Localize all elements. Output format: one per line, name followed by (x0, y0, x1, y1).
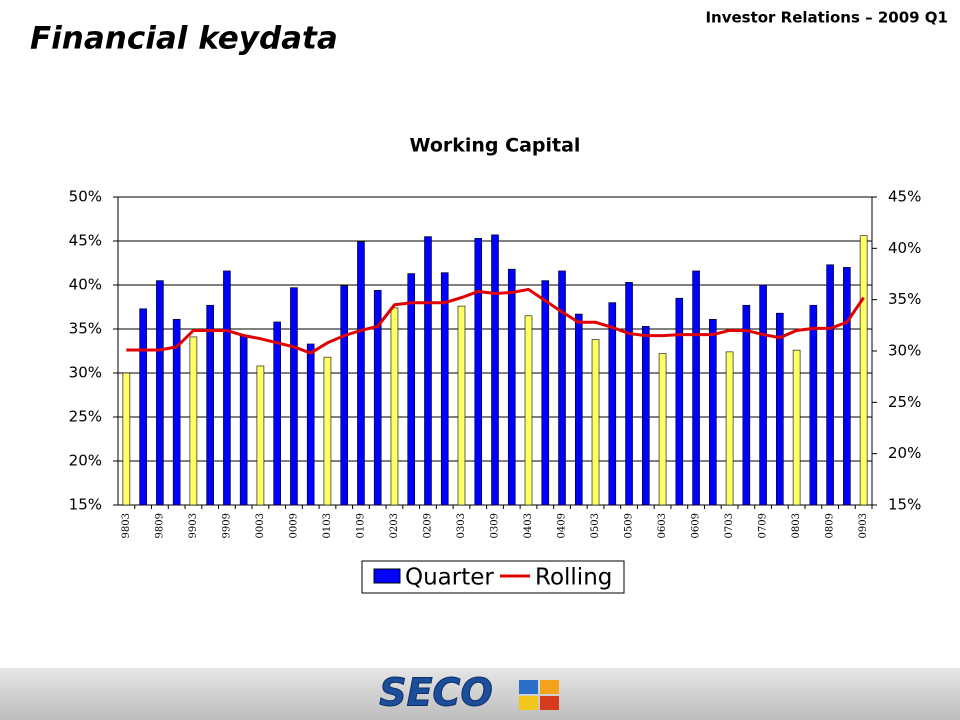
bar (792, 349, 801, 506)
chart: 15% 20% 25% 30% 35% 40% 45% 50% 15% 20% 25% 30% 35% 4… (69, 188, 921, 594)
footer-logo: SECO (379, 671, 493, 715)
bar (692, 270, 700, 506)
x-tick-label: 0709 (758, 513, 769, 538)
y-tick-label: 25% (69, 408, 102, 426)
line (126, 287, 865, 355)
bar (256, 365, 265, 506)
bar (574, 313, 583, 506)
bar (524, 315, 533, 506)
bar (373, 289, 382, 506)
y2-tick-label: 25% (888, 393, 921, 411)
x-tick-label: 0803 (791, 513, 802, 538)
bar (859, 235, 868, 506)
bar (809, 304, 818, 506)
x-tick-label: 0609 (691, 513, 702, 538)
x-tick-label: 0309 (490, 513, 501, 538)
bar (558, 270, 566, 506)
y2-tick-label: 35% (888, 290, 921, 308)
bar (189, 336, 198, 506)
y2-tick-label: 20% (888, 444, 921, 462)
x-tick-label: 0403 (523, 513, 534, 538)
bar (641, 326, 650, 506)
bar (457, 305, 466, 506)
bar (323, 356, 332, 506)
bar (440, 272, 449, 506)
bar (156, 280, 164, 506)
bar (172, 319, 181, 506)
y-tick-label: 50% (69, 188, 102, 206)
y-tick-label: 15% (69, 496, 102, 514)
x-tick-label: 9803 (121, 513, 132, 538)
bar (725, 351, 734, 506)
x-tick-label: 0209 (422, 513, 433, 538)
x-tick-label: 9909 (221, 513, 232, 538)
bar (826, 264, 834, 506)
bar (273, 321, 281, 506)
bar (742, 304, 751, 506)
bar (290, 287, 298, 506)
x-tick-label: 0603 (657, 513, 668, 538)
footer-band (0, 668, 960, 720)
chart-title: Working Capital (410, 135, 581, 157)
y-tick-label: 20% (69, 452, 102, 470)
y2-tick-label: 40% (888, 239, 921, 257)
bar (139, 308, 147, 506)
bar (675, 297, 684, 506)
y-tick-label: 40% (69, 276, 102, 294)
x-tick-label: 0503 (590, 513, 601, 538)
page-title: Financial keydata (30, 21, 338, 57)
bar (541, 280, 550, 506)
bar (591, 339, 600, 506)
bar (357, 241, 365, 506)
bar (658, 353, 667, 506)
bar (759, 284, 767, 506)
bar (776, 312, 784, 506)
bar (239, 334, 248, 506)
y2-tick-label: 45% (888, 188, 921, 206)
bar (491, 234, 499, 506)
bar (390, 307, 399, 506)
x-tick-label: 0103 (322, 513, 333, 538)
bar (122, 372, 131, 506)
x-tick-label: 0703 (724, 513, 735, 538)
y-tick-label: 35% (69, 320, 102, 338)
bar (206, 304, 214, 506)
y2-tick-label: 30% (888, 342, 921, 360)
x-tick-label: 0203 (389, 513, 400, 538)
bar (608, 302, 617, 506)
legend: Quarter Rolling (361, 560, 625, 594)
x-tick-label: 0809 (825, 513, 836, 538)
logo-mark (519, 680, 559, 710)
bar (424, 236, 432, 506)
x-tick-label: 0009 (288, 513, 299, 538)
bar (474, 238, 483, 506)
bar (843, 267, 851, 506)
bar (625, 282, 633, 506)
y2-tick-label: 15% (888, 496, 921, 514)
legend-label: Rolling (535, 565, 612, 591)
x-tick-label: 0509 (624, 513, 635, 538)
x-tick-label: 0003 (255, 513, 266, 538)
y-tick-label: 45% (69, 232, 102, 250)
bar (223, 270, 231, 506)
legend-swatch (373, 568, 401, 584)
legend-box (361, 560, 625, 594)
bar (507, 268, 516, 506)
y-tick-label: 30% (69, 364, 102, 382)
legend-label: Quarter (405, 565, 494, 591)
bar (306, 343, 315, 506)
x-tick-label: 0109 (355, 513, 366, 538)
page-subtitle: Investor Relations – 2009 Q1 (705, 9, 948, 27)
x-tick-label: 0409 (557, 513, 568, 538)
x-tick-label: 9809 (154, 513, 165, 538)
bar (407, 273, 416, 506)
x-tick-label: 0903 (858, 513, 869, 538)
x-tick-label: 0303 (456, 513, 467, 538)
x-tick-label: 9903 (188, 513, 199, 538)
bar (340, 285, 349, 506)
bar (709, 319, 717, 506)
